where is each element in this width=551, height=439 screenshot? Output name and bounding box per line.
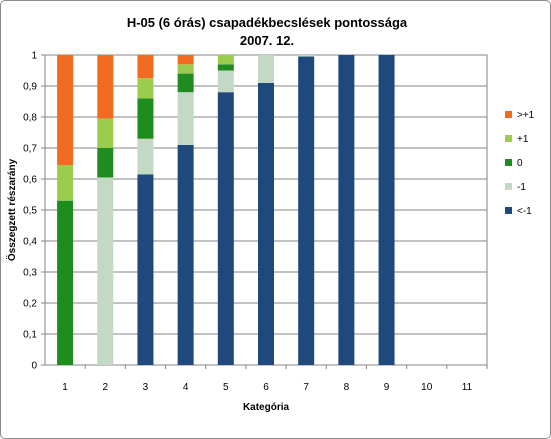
legend-label: 0 (517, 158, 523, 169)
bar-segment (177, 144, 194, 365)
x-tick-label: 2 (102, 382, 108, 393)
legend-label: +1 (517, 134, 529, 145)
bar-segment (378, 55, 395, 365)
legend: >+1 +1 0 -1 <-1 (505, 110, 535, 217)
legend-swatch (505, 111, 512, 118)
y-tick-label: 0,2 (23, 299, 37, 310)
y-tick-label: 0,9 (23, 82, 37, 93)
legend-swatch (505, 183, 512, 190)
legend-swatch (505, 207, 512, 214)
bar-segment (258, 82, 274, 366)
y-tick-label: 0,8 (23, 113, 37, 124)
y-tick-label: 1 (31, 51, 37, 62)
y-tick-label: 0,1 (23, 330, 37, 341)
bar-segment (177, 55, 194, 65)
chart-title: H-05 (6 órás) csapadékbecslések pontossá… (127, 15, 408, 30)
bar-segment (97, 118, 114, 148)
y-tick-label: 0 (31, 361, 37, 372)
bar-segment (177, 64, 194, 74)
bar-segment (217, 70, 234, 93)
legend-swatch (505, 159, 512, 166)
x-axis-title: Kategória (243, 402, 290, 413)
x-tick-label: 10 (421, 382, 433, 393)
bar-segment (97, 55, 114, 119)
y-tick-label: 0,5 (23, 206, 37, 217)
bar-segment (217, 55, 234, 65)
chart-subtitle: 2007. 12. (240, 33, 294, 48)
x-tick-label: 5 (223, 382, 229, 393)
bars-layer (57, 55, 395, 366)
legend-label: -1 (517, 182, 526, 193)
bar-segment (137, 78, 154, 99)
bar-segment (258, 55, 274, 83)
bar-segment (177, 92, 194, 145)
y-tick-label: 0,3 (23, 268, 37, 279)
bar-segment (137, 98, 154, 139)
bar-segment (177, 73, 194, 93)
bar-segment (338, 55, 355, 365)
bar-segment (298, 55, 315, 57)
x-tick-label: 7 (303, 382, 309, 393)
bar-segment (137, 138, 154, 175)
x-tick-label: 4 (183, 382, 189, 393)
y-tick-label: 0,4 (23, 237, 37, 248)
axis-layer: 00,10,20,30,40,50,60,70,80,911 2 3 4 5 6 7 8 9 10… (23, 51, 488, 393)
bar-segment (97, 148, 114, 178)
legend-label: <-1 (517, 206, 532, 217)
y-tick-label: 0,7 (23, 144, 37, 155)
bar-segment (217, 64, 234, 71)
bar-segment (57, 200, 74, 365)
bar-segment (137, 55, 154, 79)
x-tick-label: 8 (344, 382, 350, 393)
x-tick-label: 9 (384, 382, 390, 393)
y-tick-label: 0,6 (23, 175, 37, 186)
bar-segment (57, 165, 74, 201)
legend-label: >+1 (517, 110, 535, 121)
legend-swatch (505, 135, 512, 142)
bar-segment (97, 177, 114, 365)
x-tick-label: 3 (143, 382, 149, 393)
x-tick-label: 1 (62, 382, 68, 393)
bar-segment (298, 56, 315, 366)
x-tick-label: 6 (263, 382, 269, 393)
x-tick-label: 11 (462, 382, 473, 393)
bar-segment (57, 55, 74, 166)
bar-segment (137, 174, 154, 365)
bar-segment (217, 92, 234, 365)
y-axis-title: Összegzett részarány (5, 158, 18, 261)
